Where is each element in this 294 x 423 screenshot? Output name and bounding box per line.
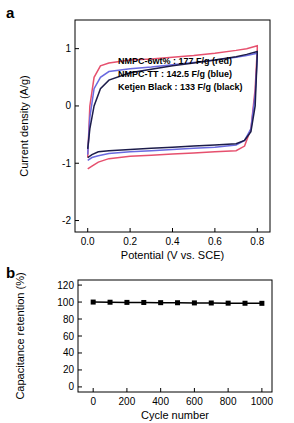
data-group xyxy=(88,46,258,169)
x-tick-label: 0 xyxy=(90,396,96,407)
y-tick-label: -2 xyxy=(62,215,71,226)
y-tick xyxy=(75,220,79,221)
y-tick xyxy=(75,163,79,164)
y-tick xyxy=(78,386,82,387)
figure: a 0.0 0.2 0.4 0.6 0.8 -2 -1 0 1 Potential (V vs. S… xyxy=(0,0,294,423)
panel: b02004006008001000020406080100120Cycle n… xyxy=(6,264,273,421)
y-tick-label: 80 xyxy=(63,314,75,325)
marker xyxy=(124,300,129,305)
series-line xyxy=(88,46,258,169)
series-line xyxy=(88,52,258,158)
x-tick-label: 600 xyxy=(186,396,203,407)
x-tick-label: 0.4 xyxy=(166,236,180,247)
x-tick xyxy=(160,388,161,392)
plot-frame xyxy=(75,20,270,232)
x-tick xyxy=(130,228,131,232)
y-tick-label: 0 xyxy=(65,100,71,111)
x-tick-label: 0.0 xyxy=(81,236,95,247)
y-tick xyxy=(75,48,79,49)
y-tick-label: -1 xyxy=(62,158,71,169)
x-tick xyxy=(261,388,262,392)
x-tick xyxy=(87,228,88,232)
y-tick xyxy=(78,285,82,286)
marker xyxy=(141,300,146,305)
y-tick xyxy=(78,302,82,303)
x-tick xyxy=(126,388,127,392)
x-tick xyxy=(93,388,94,392)
y-tick-label: 100 xyxy=(57,297,74,308)
legend-entry: NMPC-6wt% : 177 F/g (red) xyxy=(118,56,232,66)
panel: a 0.0 0.2 0.4 0.6 0.8 -2 -1 0 1 Potential (V vs. S… xyxy=(6,4,270,261)
x-tick xyxy=(172,228,173,232)
x-tick xyxy=(214,228,215,232)
legend-entry: Ketjen Black : 133 F/g (black) xyxy=(118,82,243,92)
data-group xyxy=(91,300,265,306)
x-axis-label: Potential (V vs. SCE) xyxy=(121,249,224,261)
x-tick-label: 0.6 xyxy=(208,236,222,247)
y-tick xyxy=(78,369,82,370)
x-tick-label: 200 xyxy=(119,396,136,407)
plot-frame xyxy=(78,280,272,392)
y-tick-label: 60 xyxy=(63,331,75,342)
marker xyxy=(108,300,113,305)
y-tick-label: 40 xyxy=(63,347,75,358)
marker xyxy=(175,300,180,305)
marker xyxy=(158,300,163,305)
y-tick-label: 20 xyxy=(63,364,75,375)
y-tick xyxy=(75,105,79,106)
panel-label: a xyxy=(6,4,15,21)
marker xyxy=(259,301,264,306)
y-tick xyxy=(78,319,82,320)
x-tick-label: 1000 xyxy=(251,396,274,407)
marker xyxy=(226,301,231,306)
x-tick xyxy=(194,388,195,392)
x-tick-label: 0.2 xyxy=(123,236,137,247)
x-axis-label: Cycle number xyxy=(141,409,209,421)
x-tick xyxy=(228,388,229,392)
x-tick-label: 400 xyxy=(152,396,169,407)
legend-entry: NMPC-TT : 142.5 F/g (blue) xyxy=(118,69,232,79)
marker xyxy=(243,301,248,306)
y-axis-label: Capacitance retention (%) xyxy=(14,272,26,399)
y-tick-label: 1 xyxy=(65,43,71,54)
x-tick-label: 0.8 xyxy=(250,236,264,247)
marker xyxy=(209,300,214,305)
marker xyxy=(192,300,197,305)
x-tick xyxy=(257,228,258,232)
marker xyxy=(91,300,96,305)
y-tick xyxy=(78,336,82,337)
y-tick-label: 0 xyxy=(68,381,74,392)
x-tick-label: 800 xyxy=(220,396,237,407)
y-tick-label: 120 xyxy=(57,280,74,291)
y-tick xyxy=(78,352,82,353)
y-axis-label: Current density (A/g) xyxy=(18,75,30,176)
